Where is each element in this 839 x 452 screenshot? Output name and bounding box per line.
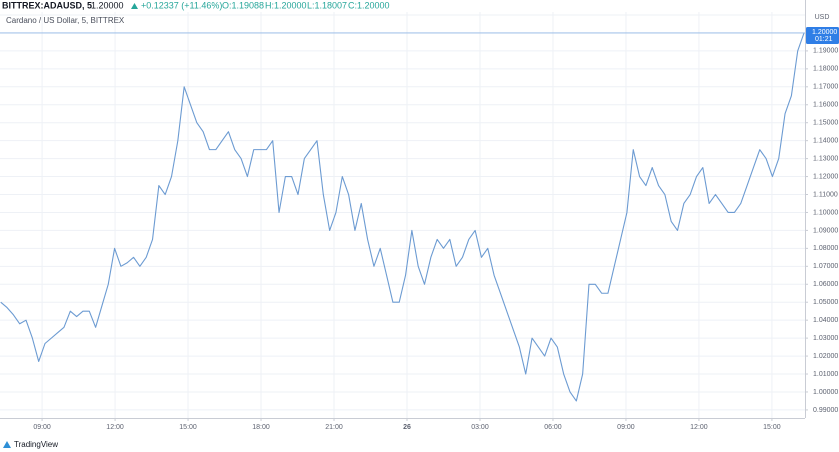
header-low: L:1.18007	[307, 0, 347, 10]
brand-name: TradingView	[14, 440, 58, 449]
x-tick-label: 21:00	[325, 424, 343, 431]
y-tick-label: 1.05000	[813, 299, 838, 306]
header-price: 1.20000	[91, 0, 124, 10]
y-tick-label: 1.18000	[813, 66, 838, 73]
y-tick-label: 1.04000	[813, 317, 838, 324]
y-tick-label: 1.19000	[813, 48, 838, 55]
y-tick-label: 1.09000	[813, 227, 838, 234]
header-open: O:1.19088	[222, 0, 264, 10]
y-tick-label: 1.13000	[813, 155, 838, 162]
currency-bg	[806, 10, 839, 22]
y-tick-label: 1.16000	[813, 102, 838, 109]
x-tick-label: 09:00	[33, 424, 51, 431]
y-tick-label: 1.10000	[813, 209, 838, 216]
plot	[0, 32, 805, 402]
y-tick-label: 1.03000	[813, 335, 838, 342]
header-bg	[0, 0, 800, 12]
y-tick-label: 1.11000	[813, 191, 838, 198]
y-tick-label: 1.06000	[813, 281, 838, 288]
brand: TradingView	[3, 440, 58, 449]
grid	[0, 8, 805, 418]
y-tick-label: 1.01000	[813, 371, 838, 378]
x-tick-label: 26	[403, 424, 411, 431]
symbol: BITTREX:ADAUSD, 5	[2, 0, 92, 10]
y-tick-label: 0.99000	[813, 407, 838, 414]
last-price-label: 1.20000	[812, 29, 837, 36]
y-tick-label: 1.12000	[813, 173, 838, 180]
countdown: 01:21	[815, 36, 833, 43]
subtitle: Cardano / US Dollar, 5, BITTREX	[6, 16, 125, 25]
y-tick-label: 1.14000	[813, 138, 838, 145]
y-tick-label: 1.02000	[813, 353, 838, 360]
x-tick-label: 12:00	[690, 424, 708, 431]
last-price-box	[806, 26, 839, 44]
y-tick-label: 1.00000	[813, 389, 838, 396]
header-high: H:1.20000	[265, 0, 307, 10]
y-tick-label: 1.15000	[813, 120, 838, 127]
brand-logo	[3, 441, 11, 448]
header: BITTREX:ADAUSD, 5 1.20000 +0.12337 (+11.…	[0, 0, 800, 12]
y-tick-label: 1.07000	[813, 263, 838, 270]
up-arrow	[131, 3, 138, 9]
header-close: C:1.20000	[348, 0, 390, 10]
y-tick-label: 1.17000	[813, 84, 838, 91]
header-change: +0.12337 (+11.46%)	[141, 0, 222, 10]
axes: 0.99000 1.00000 1.01000 1.02000 1.03000 1.040…	[33, 12, 838, 431]
x-tick-label: 12:00	[106, 424, 124, 431]
x-tick-label: 18:00	[252, 424, 270, 431]
currency: USD	[815, 14, 830, 21]
x-tick-label: 15:00	[763, 424, 781, 431]
price-line	[0, 32, 805, 402]
x-tick-label: 09:00	[617, 424, 635, 431]
x-tick-label: 15:00	[179, 424, 197, 431]
x-tick-label: 06:00	[544, 424, 562, 431]
y-tick-label: 1.08000	[813, 245, 838, 252]
x-tick-label: 03:00	[471, 424, 489, 431]
